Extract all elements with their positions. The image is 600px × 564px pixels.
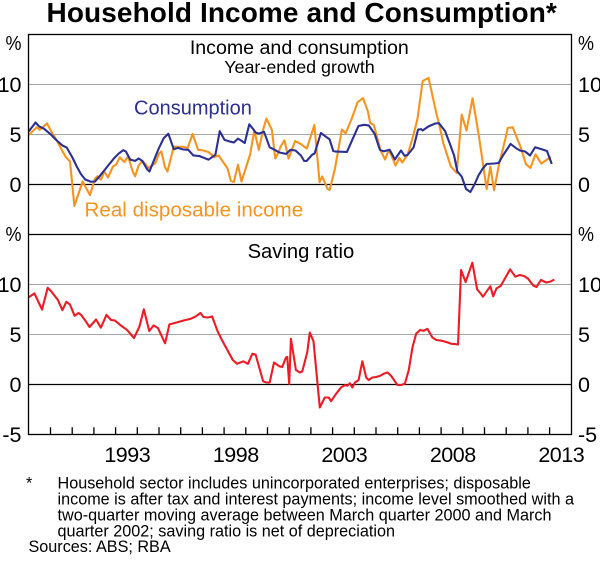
svg-text:%: % [6, 224, 22, 246]
svg-text:0: 0 [578, 173, 590, 197]
svg-text:1993: 1993 [104, 443, 150, 467]
svg-text:Consumption: Consumption [134, 98, 252, 120]
svg-text:2008: 2008 [430, 443, 476, 467]
svg-text:-5: -5 [2, 423, 21, 447]
svg-text:income is after tax and intere: income is after tax and interest payment… [58, 491, 574, 509]
svg-text:2003: 2003 [321, 443, 367, 467]
svg-text:5: 5 [10, 123, 22, 147]
svg-text:2013: 2013 [538, 443, 584, 467]
svg-text:Household Income and Consumpti: Household Income and Consumption* [47, 0, 557, 28]
svg-text:0: 0 [10, 373, 22, 397]
svg-text:10: 10 [578, 273, 600, 297]
svg-text:Year-ended growth: Year-ended growth [224, 57, 375, 77]
svg-text:0: 0 [10, 173, 22, 197]
svg-text:-5: -5 [578, 423, 597, 447]
svg-text:*: * [26, 475, 33, 493]
svg-text:Income and consumption: Income and consumption [190, 37, 409, 59]
svg-text:%: % [578, 224, 594, 246]
svg-text:0: 0 [578, 373, 590, 397]
svg-text:quarter 2002; saving ratio is: quarter 2002; saving ratio is net of dep… [58, 522, 395, 540]
svg-text:5: 5 [578, 123, 590, 147]
svg-text:Sources: ABS; RBA: Sources: ABS; RBA [29, 538, 171, 556]
svg-text:5: 5 [10, 323, 22, 347]
svg-text:Real disposable income: Real disposable income [85, 199, 304, 222]
svg-text:Household sector includes unin: Household sector includes unincorporated… [58, 475, 531, 493]
svg-text:10: 10 [0, 73, 22, 97]
svg-text:1998: 1998 [213, 443, 259, 467]
svg-text:%: % [6, 33, 22, 55]
svg-text:Saving ratio: Saving ratio [248, 241, 355, 263]
svg-text:10: 10 [578, 73, 600, 97]
svg-text:5: 5 [578, 323, 590, 347]
svg-text:two-quarter moving average bet: two-quarter moving average between March… [58, 507, 552, 525]
svg-text:10: 10 [0, 273, 22, 297]
svg-text:%: % [578, 33, 594, 55]
